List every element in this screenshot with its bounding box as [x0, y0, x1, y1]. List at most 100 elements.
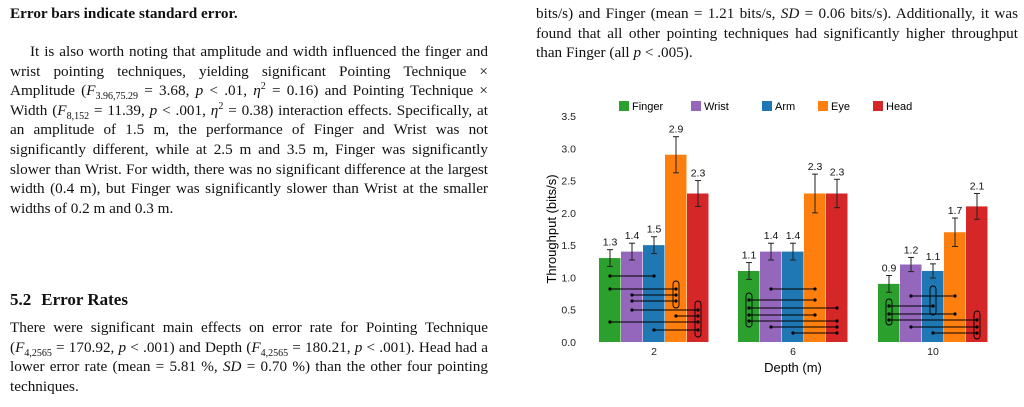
bar-value-label: 1.4 [786, 230, 801, 242]
chart-legend: Finger Wrist Arm Eye Head [619, 101, 912, 113]
legend-label: Head [886, 101, 912, 113]
bracket-group [929, 285, 937, 316]
bar-value-label: 1.5 [647, 224, 662, 236]
y-tick-label: 2.0 [561, 208, 576, 220]
bracket-dot [887, 312, 891, 316]
bar-value-label: 1.1 [926, 251, 941, 263]
bracket-dot [674, 293, 678, 297]
bar [643, 245, 665, 342]
bracket-group [973, 310, 981, 340]
bracket-dot [835, 325, 839, 329]
paragraph-text: bits/s) and Finger (mean = 1.21 bits/s, … [536, 5, 1018, 62]
bracket-dot [674, 314, 678, 318]
bracket-dot [835, 331, 839, 335]
x-tick-label: 6 [790, 346, 796, 358]
bar-value-label: 1.2 [904, 244, 919, 256]
bar [760, 251, 782, 342]
throughput-chart: Finger Wrist Arm Eye Head 0.0 0.5 1.0 1.5 2.0 2.5… [540, 96, 1010, 383]
bracket-dot [674, 287, 678, 291]
bracket-group [672, 280, 680, 309]
bar [900, 264, 922, 342]
throughput-bar-chart: Finger Wrist Arm Eye Head 0.0 0.5 1.0 1.5 2.0 2.5… [544, 101, 988, 375]
y-axis: 0.0 0.5 1.0 1.5 2.0 2.5 3.0 3.5 Throughput (bits… [544, 111, 576, 349]
bracket-dot [608, 320, 612, 324]
bracket-dot [696, 308, 700, 312]
x-tick-label: 2 [651, 346, 657, 358]
bracket-dot [887, 318, 891, 322]
bracket-group [885, 298, 893, 326]
y-tick-label: 2.5 [561, 176, 576, 188]
bar [782, 251, 804, 342]
bracket-dot [696, 314, 700, 318]
bracket-dot [975, 331, 979, 335]
legend-label: Wrist [704, 101, 729, 113]
bar-value-label: 2.3 [691, 168, 706, 180]
figure-caption-tail: Error bars indicate standard error. [10, 5, 238, 22]
bracket-dot [652, 274, 656, 278]
bracket-dot [813, 287, 817, 291]
bracket-dot [696, 328, 700, 332]
bracket-dot [652, 328, 656, 332]
x-tick-label: 10 [927, 346, 939, 358]
legend-label: Eye [831, 101, 850, 113]
bracket-dot [747, 298, 751, 302]
bar-value-label: 2.1 [970, 180, 985, 192]
legend-label: Finger [632, 101, 664, 113]
left-paragraph-error-rates: There were significant main effects on e… [10, 318, 488, 396]
section-heading: 5.2 Error Rates [10, 290, 488, 310]
x-axis-label: Depth (m) [764, 360, 822, 375]
bracket-group [745, 292, 753, 328]
legend-label: Arm [775, 101, 795, 113]
bracket-dot [608, 274, 612, 278]
bar-value-label: 1.7 [948, 205, 963, 217]
bracket-dot [791, 331, 795, 335]
bracket-dot [887, 304, 891, 308]
bracket-dot [953, 312, 957, 316]
paragraph-text: There were significant main effects on e… [10, 319, 488, 395]
bracket-dot [674, 299, 678, 303]
bar [665, 154, 687, 342]
bracket-dot [747, 319, 751, 323]
bracket-dot [747, 313, 751, 317]
bar-value-label: 1.4 [764, 230, 779, 242]
bracket-dot [813, 298, 817, 302]
bracket-dot [931, 331, 935, 335]
legend-swatch [691, 101, 701, 111]
y-tick-label: 1.5 [561, 240, 576, 252]
bar-value-label: 2.3 [830, 166, 845, 178]
bar-value-label: 1.4 [625, 230, 640, 242]
bar-value-label: 0.9 [882, 262, 897, 274]
bracket-dot [953, 294, 957, 298]
bracket-dot [975, 318, 979, 322]
bracket-dot [975, 325, 979, 329]
x-axis: 2 6 10 Depth (m) [651, 346, 939, 375]
bracket-dot [630, 299, 634, 303]
bracket-dot [696, 320, 700, 324]
y-tick-label: 0.0 [561, 337, 576, 349]
legend-swatch [762, 101, 772, 111]
bar [804, 193, 826, 342]
bar-value-label: 2.3 [808, 161, 823, 173]
y-tick-label: 1.0 [561, 272, 576, 284]
bracket-dot [931, 304, 935, 308]
significance-brackets [608, 274, 981, 340]
bar [687, 193, 709, 342]
bracket-dot [909, 294, 913, 298]
legend-swatch [818, 101, 828, 111]
bracket-dot [608, 287, 612, 291]
bracket-dot [630, 293, 634, 297]
paragraph-text: It is also worth noting that amplitude a… [10, 43, 488, 217]
legend-swatch [873, 101, 883, 111]
bracket-dot [769, 287, 773, 291]
bracket-dot [630, 308, 634, 312]
y-tick-label: 0.5 [561, 305, 576, 317]
bracket-group [694, 300, 702, 338]
bar [944, 232, 966, 342]
bracket-dot [747, 306, 751, 310]
y-axis-label: Throughput (bits/s) [544, 174, 559, 283]
bar [966, 206, 988, 342]
bracket-dot [813, 313, 817, 317]
bar-value-label: 1.1 [742, 250, 757, 262]
legend-swatch [619, 101, 629, 111]
bracket-dot [909, 325, 913, 329]
